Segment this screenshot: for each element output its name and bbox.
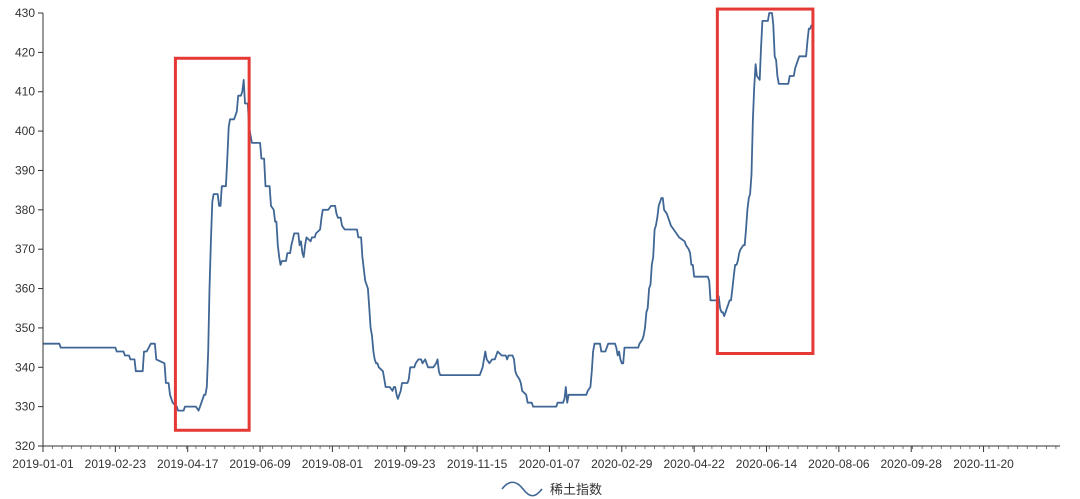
x-tick-label: 2019-02-23 bbox=[85, 457, 147, 471]
series-line-xitu-index bbox=[43, 12, 813, 412]
highlight-boxes bbox=[173, 7, 815, 432]
y-tick-label: 420 bbox=[15, 45, 35, 59]
x-tick-label: 2019-04-17 bbox=[157, 457, 219, 471]
y-tick-label: 380 bbox=[15, 203, 35, 217]
x-tick-label: 2019-09-23 bbox=[374, 457, 436, 471]
highlight-box bbox=[715, 7, 815, 355]
x-tick-label: 2020-04-22 bbox=[663, 457, 725, 471]
x-tick-label: 2020-06-14 bbox=[736, 457, 798, 471]
plot-area bbox=[43, 12, 813, 412]
y-tick-label: 360 bbox=[15, 282, 35, 296]
y-axis: 320 330 340 350 360 370 380 390 400 410 420 430 bbox=[15, 6, 44, 453]
x-tick-label: 2020-11-20 bbox=[953, 457, 1014, 471]
x-tick-label: 2019-01-01 bbox=[12, 457, 74, 471]
x-tick-label: 2019-08-01 bbox=[302, 457, 364, 471]
y-tick-label: 410 bbox=[15, 85, 35, 99]
highlight-box bbox=[173, 56, 251, 432]
x-tick-label: 2020-01-07 bbox=[519, 457, 581, 471]
legend-line-icon bbox=[501, 481, 543, 497]
x-tick-label: 2019-06-09 bbox=[229, 457, 291, 471]
x-tick-label: 2019-11-15 bbox=[447, 457, 508, 471]
y-tick-label: 330 bbox=[15, 400, 35, 414]
legend-label: 稀土指数 bbox=[550, 482, 602, 497]
legend[interactable]: 稀土指数 bbox=[501, 481, 602, 497]
y-tick-label: 430 bbox=[15, 6, 35, 20]
x-axis: 2019-01-01 2019-02-23 2019-04-17 2019-06-09… bbox=[12, 445, 1060, 471]
y-tick-label: 370 bbox=[15, 242, 35, 256]
y-tick-label: 400 bbox=[15, 124, 35, 138]
x-tick-label: 2020-09-28 bbox=[881, 457, 943, 471]
y-tick-label: 350 bbox=[15, 321, 35, 335]
y-tick-label: 320 bbox=[15, 439, 35, 453]
y-tick-label: 340 bbox=[15, 360, 35, 374]
x-tick-label: 2020-08-06 bbox=[808, 457, 870, 471]
y-tick-label: 390 bbox=[15, 163, 35, 177]
x-tick-label: 2020-02-29 bbox=[591, 457, 653, 471]
